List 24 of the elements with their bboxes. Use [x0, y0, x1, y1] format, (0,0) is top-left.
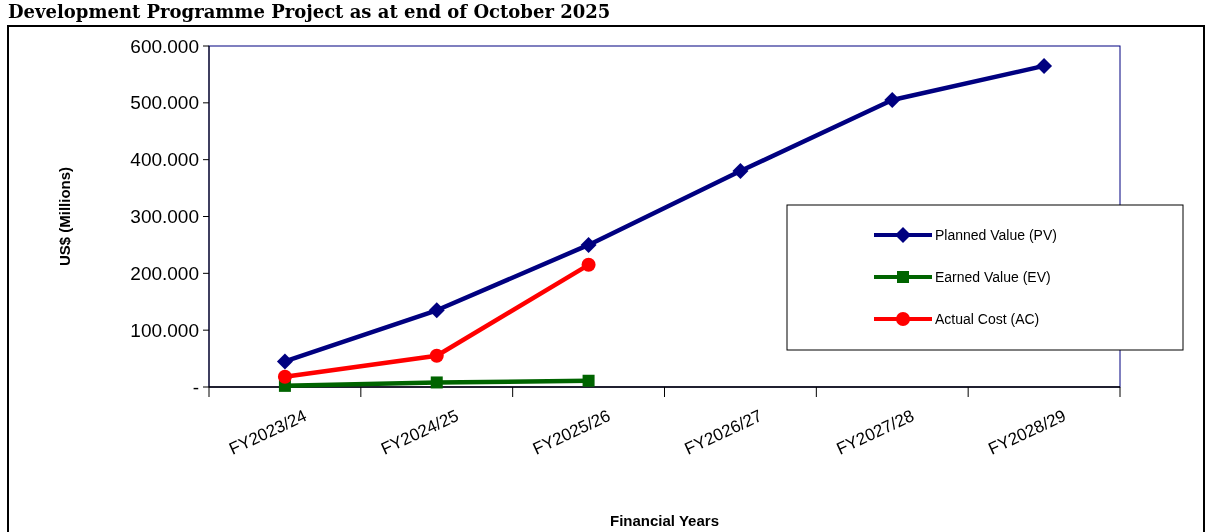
- point: [581, 257, 596, 272]
- point: [429, 348, 444, 363]
- point: [732, 163, 749, 180]
- legend-label: Planned Value (PV): [935, 226, 1057, 243]
- chart-title: Development Programme Project as at end of October 2025: [8, 1, 611, 22]
- y-tick-label: 500.000: [130, 92, 199, 114]
- point: [428, 302, 445, 319]
- y-tick-label: 400.000: [130, 149, 199, 171]
- legend-label: Earned Value (EV): [935, 268, 1051, 285]
- point: [430, 376, 443, 389]
- y-tick-label: 200.000: [130, 262, 199, 284]
- point: [276, 353, 293, 370]
- point: [277, 369, 292, 384]
- legend-label: Actual Cost (AC): [935, 310, 1040, 327]
- y-tick-label: -: [192, 376, 199, 398]
- point: [1036, 57, 1053, 74]
- y-tick-label: 100.000: [130, 319, 199, 341]
- y-tick-label: 600.000: [130, 35, 199, 57]
- point: [580, 236, 597, 253]
- y-axis-title: US$ (Millions): [56, 166, 73, 267]
- y-tick-label: 300.000: [130, 206, 199, 228]
- point: [582, 374, 595, 387]
- point: [884, 91, 901, 108]
- x-axis-title: Financial Years: [610, 512, 719, 529]
